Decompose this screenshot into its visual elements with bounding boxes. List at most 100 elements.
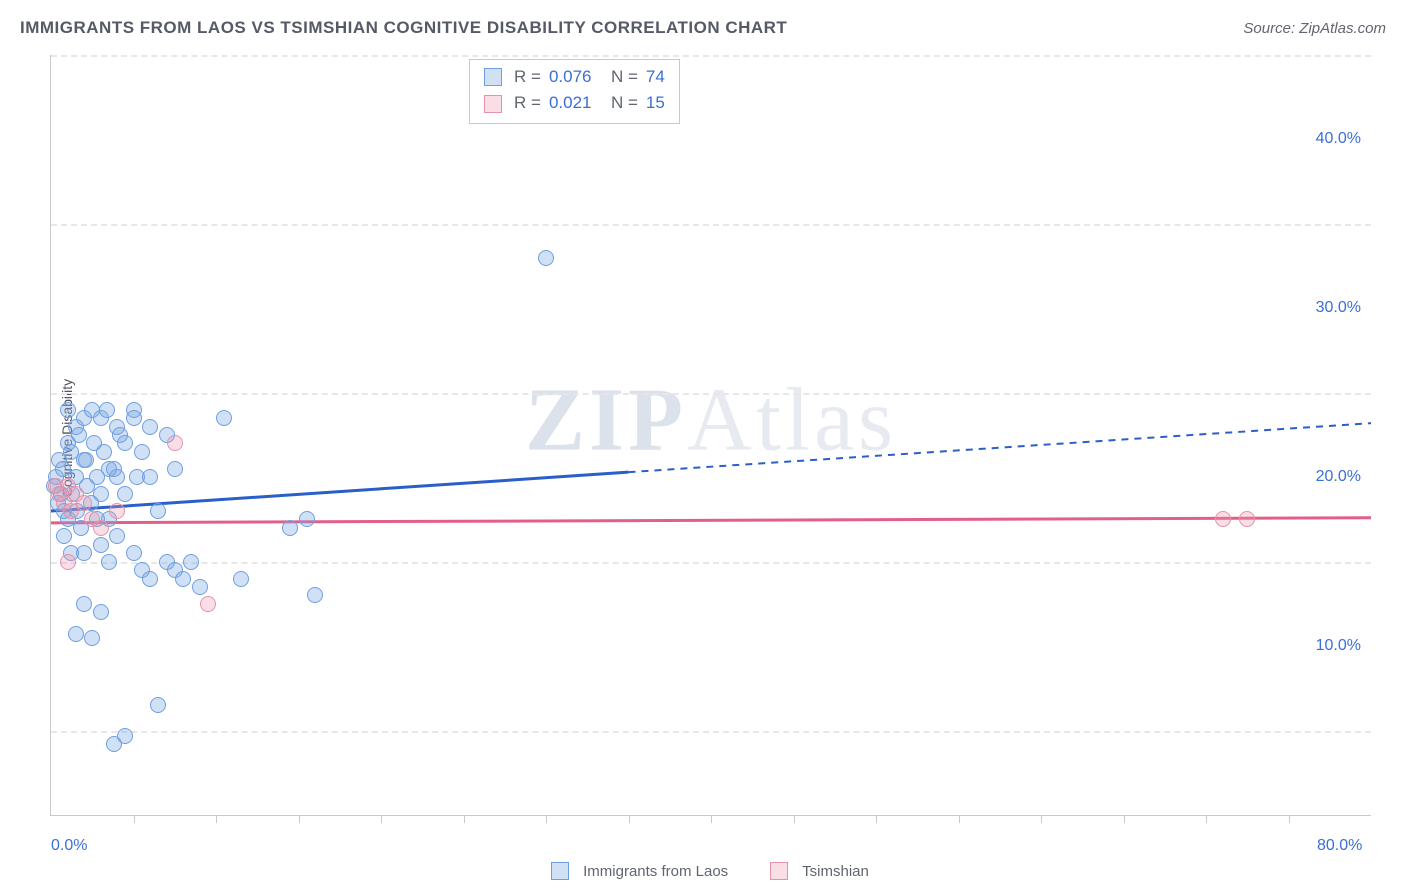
data-point	[1239, 511, 1255, 527]
watermark-bold: ZIP	[525, 370, 687, 469]
gridline	[51, 55, 1371, 57]
y-tick-label: 40.0%	[1316, 130, 1361, 148]
x-tick-label: 0.0%	[51, 837, 87, 855]
n-value-1: 74	[646, 64, 665, 90]
data-point	[282, 520, 298, 536]
data-point	[60, 554, 76, 570]
data-point	[134, 444, 150, 460]
r-value-2: 0.021	[549, 90, 595, 116]
r-label-1: R =	[514, 64, 541, 90]
data-point	[93, 604, 109, 620]
legend-label-2: Tsimshian	[802, 863, 869, 880]
source-name: ZipAtlas.com	[1299, 20, 1386, 37]
gridline	[51, 731, 1371, 733]
data-point	[142, 571, 158, 587]
x-tick	[711, 815, 712, 823]
y-tick-label: 30.0%	[1316, 299, 1361, 317]
chart-title: IMMIGRANTS FROM LAOS VS TSIMSHIAN COGNIT…	[20, 18, 787, 38]
data-point	[76, 596, 92, 612]
data-point	[150, 503, 166, 519]
legend-item-series2: Tsimshian	[770, 862, 869, 880]
r-value-1: 0.076	[549, 64, 595, 90]
n-value-2: 15	[646, 90, 665, 116]
data-point	[56, 528, 72, 544]
data-point	[216, 410, 232, 426]
data-point	[109, 469, 125, 485]
x-tick	[134, 815, 135, 823]
data-point	[307, 587, 323, 603]
data-point	[84, 630, 100, 646]
x-tick	[629, 815, 630, 823]
y-tick-label: 10.0%	[1316, 637, 1361, 655]
data-point	[93, 520, 109, 536]
scatter-chart: ZIPAtlas R = 0.076 N = 74 R = 0.021 N = …	[50, 55, 1371, 816]
legend-label-1: Immigrants from Laos	[583, 863, 728, 880]
data-point	[299, 511, 315, 527]
data-point	[117, 486, 133, 502]
data-point	[126, 410, 142, 426]
legend-swatch-2	[770, 862, 788, 880]
n-label-2: N =	[611, 90, 638, 116]
x-tick	[216, 815, 217, 823]
data-point	[538, 250, 554, 266]
x-tick	[1041, 815, 1042, 823]
x-tick	[546, 815, 547, 823]
watermark: ZIPAtlas	[525, 368, 897, 471]
bottom-legend: Immigrants from Laos Tsimshian	[50, 862, 1370, 880]
source-prefix: Source:	[1243, 20, 1299, 37]
y-tick-label: 20.0%	[1316, 468, 1361, 486]
x-tick	[1289, 815, 1290, 823]
x-tick	[794, 815, 795, 823]
stats-row-series1: R = 0.076 N = 74	[484, 64, 665, 90]
data-point	[167, 435, 183, 451]
data-point	[192, 579, 208, 595]
watermark-rest: Atlas	[687, 370, 897, 469]
data-point	[233, 571, 249, 587]
data-point	[60, 402, 76, 418]
data-point	[126, 545, 142, 561]
gridline	[51, 562, 1371, 564]
chart-source: Source: ZipAtlas.com	[1243, 20, 1386, 37]
data-point	[142, 419, 158, 435]
data-point	[142, 469, 158, 485]
data-point	[150, 697, 166, 713]
x-tick-label: 80.0%	[1317, 837, 1362, 855]
x-tick	[959, 815, 960, 823]
swatch-series1	[484, 68, 502, 86]
gridline	[51, 224, 1371, 226]
x-tick	[381, 815, 382, 823]
data-point	[68, 626, 84, 642]
data-point	[76, 452, 92, 468]
x-tick	[876, 815, 877, 823]
data-point	[99, 402, 115, 418]
data-point	[106, 736, 122, 752]
data-point	[93, 537, 109, 553]
stats-legend: R = 0.076 N = 74 R = 0.021 N = 15	[469, 59, 680, 124]
data-point	[167, 461, 183, 477]
data-point	[101, 554, 117, 570]
gridline	[51, 393, 1371, 395]
data-point	[183, 554, 199, 570]
data-point	[96, 444, 112, 460]
data-point	[93, 486, 109, 502]
x-tick	[464, 815, 465, 823]
n-label-1: N =	[611, 64, 638, 90]
data-point	[109, 528, 125, 544]
chart-header: IMMIGRANTS FROM LAOS VS TSIMSHIAN COGNIT…	[20, 18, 1386, 38]
data-point	[71, 427, 87, 443]
trendlines	[51, 55, 1371, 815]
data-point	[1215, 511, 1231, 527]
data-point	[117, 435, 133, 451]
x-tick	[1206, 815, 1207, 823]
data-point	[200, 596, 216, 612]
data-point	[109, 503, 125, 519]
x-tick	[299, 815, 300, 823]
stats-row-series2: R = 0.021 N = 15	[484, 90, 665, 116]
data-point	[175, 571, 191, 587]
legend-swatch-1	[551, 862, 569, 880]
x-tick	[1124, 815, 1125, 823]
r-label-2: R =	[514, 90, 541, 116]
data-point	[76, 495, 92, 511]
swatch-series2	[484, 95, 502, 113]
legend-item-series1: Immigrants from Laos	[551, 862, 728, 880]
